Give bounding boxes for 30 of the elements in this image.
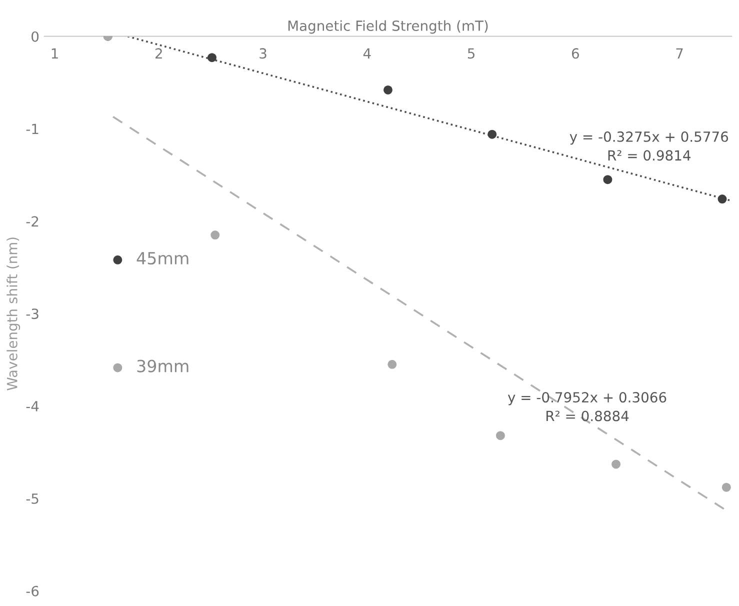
y-tick-label: -4: [26, 401, 39, 412]
point: [383, 85, 392, 94]
annotation: y = -0.7952x + 0.3066 R² = 0.8884: [508, 392, 666, 422]
y-tick-label: -6: [26, 586, 39, 596]
y-tick-label: -2: [26, 216, 38, 226]
point: [718, 194, 727, 204]
point: [603, 175, 612, 184]
y-tick-label: -3: [26, 308, 38, 320]
annotation: y = -0.3275x + 0.5776 R² = 0.9814: [570, 131, 728, 161]
x-axis-title: Magnetic Field Strength (mT): [288, 20, 488, 34]
point: [496, 431, 505, 440]
x-tick-label: 1: [52, 48, 58, 58]
y-tick-label: 0: [32, 31, 39, 42]
point: [388, 360, 397, 369]
x-tick-label: 7: [676, 48, 683, 58]
point: [722, 482, 731, 492]
point: [210, 230, 220, 240]
y-tick-label: -1: [26, 124, 38, 134]
point: [488, 130, 497, 139]
x-tick-label: 3: [260, 48, 266, 59]
x-tick-label: 4: [363, 48, 371, 58]
x-tick-label: 6: [572, 48, 579, 59]
x-tick-label: 5: [468, 48, 474, 59]
y-axis-title: Wavelength shift (nm): [6, 238, 20, 390]
point: [207, 53, 216, 62]
point: [612, 460, 621, 469]
y-tick-label: -5: [26, 494, 38, 504]
legend-label: 45mm: [136, 252, 188, 265]
x-tick-label: 2: [155, 48, 162, 58]
legend-label: 39mm: [137, 360, 188, 372]
